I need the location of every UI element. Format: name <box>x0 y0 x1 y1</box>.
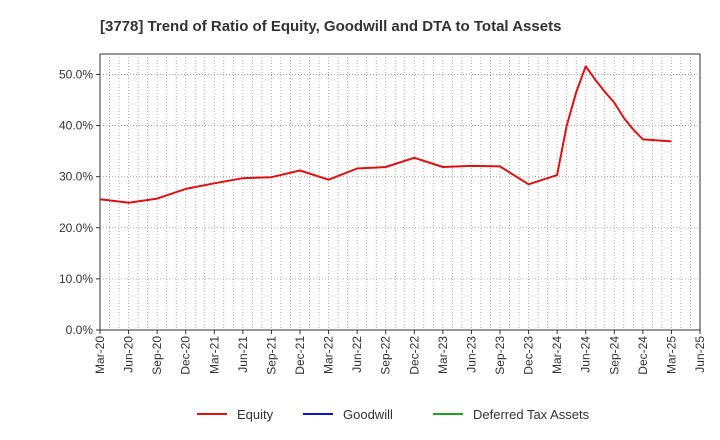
legend-label-equity: Equity <box>237 407 274 422</box>
y-tick-label: 50.0% <box>59 67 93 81</box>
x-tick-label: Jun-23 <box>464 336 478 373</box>
y-tick-label: 0.0% <box>66 323 94 337</box>
x-tick-label: Sep-24 <box>607 336 621 375</box>
x-tick-label: Dec-24 <box>636 336 650 375</box>
x-tick-label: Mar-20 <box>93 336 107 374</box>
x-tick-label: Jun-22 <box>350 336 364 373</box>
x-tick-label: Dec-23 <box>522 336 536 375</box>
legend: Equity Goodwill Deferred Tax Assets <box>197 407 590 422</box>
x-tick-label: Jun-24 <box>579 336 593 373</box>
x-tick-label: Jun-20 <box>122 336 136 373</box>
plot-area <box>99 53 701 331</box>
y-axis-ticks: 0.0% 10.0% 20.0% 30.0% 40.0% 50.0% <box>59 67 100 337</box>
x-tick-label: Dec-20 <box>179 336 193 375</box>
x-tick-label: Dec-21 <box>293 336 307 375</box>
x-tick-label: Mar-23 <box>436 336 450 374</box>
series-line-equity <box>99 65 672 204</box>
x-axis-ticks: Mar-20 Jun-20 Sep-20 Dec-20 Mar-21 Jun-21 Sep-… <box>93 330 707 375</box>
x-tick-label: Mar-22 <box>322 336 336 374</box>
legend-label-goodwill: Goodwill <box>343 407 393 422</box>
x-tick-label: Jun-21 <box>236 336 250 373</box>
x-tick-label: Dec-22 <box>407 336 421 375</box>
x-tick-label: Mar-21 <box>207 336 221 374</box>
x-tick-label: Sep-20 <box>150 336 164 375</box>
x-tick-label: Mar-25 <box>664 336 678 374</box>
chart-title: [3778] Trend of Ratio of Equity, Goodwil… <box>100 18 561 35</box>
x-tick-label: Sep-23 <box>493 336 507 375</box>
x-tick-label: Mar-24 <box>550 336 564 374</box>
y-tick-label: 40.0% <box>59 119 93 133</box>
series-lines <box>99 65 672 204</box>
x-tick-label: Sep-22 <box>379 336 393 375</box>
y-tick-label: 20.0% <box>59 221 93 235</box>
y-tick-label: 30.0% <box>59 170 93 184</box>
x-tick-label: Sep-21 <box>264 336 278 375</box>
legend-label-deferred-tax-assets: Deferred Tax Assets <box>473 407 590 422</box>
x-tick-label: Jun-25 <box>693 336 707 373</box>
y-tick-label: 10.0% <box>59 272 93 286</box>
